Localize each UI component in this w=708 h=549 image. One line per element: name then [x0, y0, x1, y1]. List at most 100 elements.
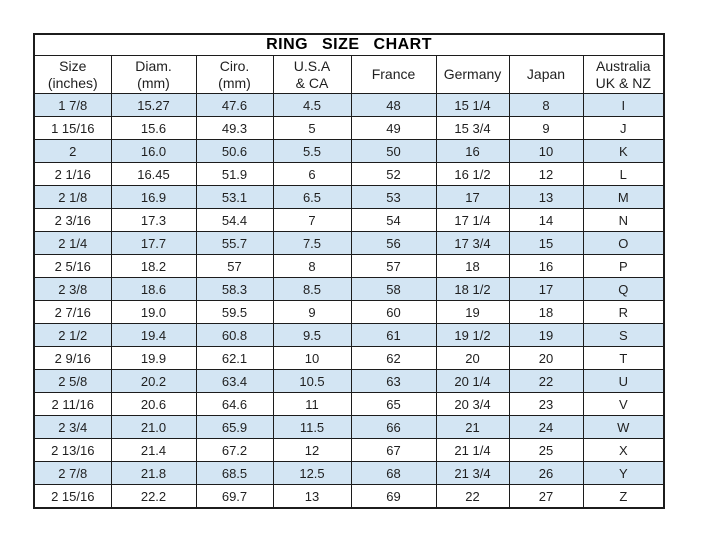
- cell: 7: [272, 208, 352, 232]
- cell: 21 3/4: [435, 461, 510, 485]
- cell: 58.3: [195, 277, 274, 301]
- cell: 67.2: [195, 438, 274, 462]
- cell: 19: [508, 323, 584, 347]
- cell: 10.5: [272, 369, 352, 393]
- table-row: 2 16.0 50.6 5.5 50 16 10 K: [33, 139, 665, 163]
- cell: 2: [33, 139, 112, 163]
- cell: 17 1/4: [435, 208, 510, 232]
- table-row: 2 7/16 19.0 59.5 9 60 19 18 R: [33, 300, 665, 324]
- column-header: Size (inches): [33, 55, 112, 94]
- cell: 15.6: [110, 116, 197, 140]
- cell: 21 1/4: [435, 438, 510, 462]
- cell: J: [582, 116, 665, 140]
- cell: 10: [508, 139, 584, 163]
- cell: 64.6: [195, 392, 274, 416]
- cell: Z: [582, 484, 665, 509]
- table-row: 2 1/4 17.7 55.7 7.5 56 17 3/4 15 O: [33, 231, 665, 255]
- cell: 50.6: [195, 139, 274, 163]
- cell: 2 13/16: [33, 438, 112, 462]
- column-header: France: [350, 55, 437, 94]
- column-header: Diam. (mm): [110, 55, 197, 94]
- cell: Q: [582, 277, 665, 301]
- cell: 20: [508, 346, 584, 370]
- cell: 14: [508, 208, 584, 232]
- cell: 18: [435, 254, 510, 278]
- cell: 13: [508, 185, 584, 209]
- cell: I: [582, 93, 665, 117]
- cell: 21.8: [110, 461, 197, 485]
- cell: 62.1: [195, 346, 274, 370]
- cell: 2 1/16: [33, 162, 112, 186]
- cell: 63.4: [195, 369, 274, 393]
- cell: 5.5: [272, 139, 352, 163]
- cell: 19.0: [110, 300, 197, 324]
- cell: 68.5: [195, 461, 274, 485]
- cell: 2 1/2: [33, 323, 112, 347]
- cell: 19.9: [110, 346, 197, 370]
- cell: 22: [435, 484, 510, 509]
- cell: 16: [435, 139, 510, 163]
- column-header: Japan: [508, 55, 584, 94]
- cell: 18: [508, 300, 584, 324]
- cell: 2 7/8: [33, 461, 112, 485]
- cell: O: [582, 231, 665, 255]
- table-row: 2 1/2 19.4 60.8 9.5 61 19 1/2 19 S: [33, 323, 665, 347]
- cell: 22: [508, 369, 584, 393]
- table-body: 1 7/8 15.27 47.6 4.5 48 15 1/4 8 I 1 15/16 15.6 49…: [33, 93, 665, 509]
- cell: 27: [508, 484, 584, 509]
- cell: 2 5/16: [33, 254, 112, 278]
- cell: 2 3/4: [33, 415, 112, 439]
- cell: 68: [350, 461, 437, 485]
- cell: 2 9/16: [33, 346, 112, 370]
- cell: 53: [350, 185, 437, 209]
- cell: R: [582, 300, 665, 324]
- table-row: 2 9/16 19.9 62.1 10 62 20 20 T: [33, 346, 665, 370]
- chart-title: RING SIZE CHART: [33, 33, 665, 56]
- cell: 52: [350, 162, 437, 186]
- cell: L: [582, 162, 665, 186]
- cell: 7.5: [272, 231, 352, 255]
- cell: 16: [508, 254, 584, 278]
- cell: 16.0: [110, 139, 197, 163]
- cell: W: [582, 415, 665, 439]
- table-row: 2 11/16 20.6 64.6 11 65 20 3/4 23 V: [33, 392, 665, 416]
- table-row: 2 3/4 21.0 65.9 11.5 66 21 24 W: [33, 415, 665, 439]
- cell: 65.9: [195, 415, 274, 439]
- column-header: Ciro. (mm): [195, 55, 274, 94]
- cell: 2 5/8: [33, 369, 112, 393]
- header-row: Size (inches) Diam. (mm) Ciro. (mm) U.S.A & CA F…: [33, 55, 665, 94]
- table-row: 2 1/8 16.9 53.1 6.5 53 17 13 M: [33, 185, 665, 209]
- cell: 49: [350, 116, 437, 140]
- cell: 18.6: [110, 277, 197, 301]
- cell: U: [582, 369, 665, 393]
- cell: 20.2: [110, 369, 197, 393]
- table-row: 2 15/16 22.2 69.7 13 69 22 27 Z: [33, 484, 665, 509]
- cell: 57: [350, 254, 437, 278]
- cell: 2 3/16: [33, 208, 112, 232]
- cell: 24: [508, 415, 584, 439]
- column-header: Australia UK & NZ: [582, 55, 665, 94]
- cell: 54.4: [195, 208, 274, 232]
- cell: 5: [272, 116, 352, 140]
- table-row: 2 3/8 18.6 58.3 8.5 58 18 1/2 17 Q: [33, 277, 665, 301]
- cell: 25: [508, 438, 584, 462]
- cell: 18.2: [110, 254, 197, 278]
- cell: K: [582, 139, 665, 163]
- cell: 69: [350, 484, 437, 509]
- cell: 15.27: [110, 93, 197, 117]
- table-row: 1 7/8 15.27 47.6 4.5 48 15 1/4 8 I: [33, 93, 665, 117]
- cell: 19.4: [110, 323, 197, 347]
- cell: 17: [508, 277, 584, 301]
- cell: 20.6: [110, 392, 197, 416]
- cell: 2 1/8: [33, 185, 112, 209]
- table-row: 2 1/16 16.45 51.9 6 52 16 1/2 12 L: [33, 162, 665, 186]
- cell: 8.5: [272, 277, 352, 301]
- cell: 61: [350, 323, 437, 347]
- table-row: 1 15/16 15.6 49.3 5 49 15 3/4 9 J: [33, 116, 665, 140]
- cell: 26: [508, 461, 584, 485]
- table-row: 2 3/16 17.3 54.4 7 54 17 1/4 14 N: [33, 208, 665, 232]
- cell: 69.7: [195, 484, 274, 509]
- table-row: 2 5/16 18.2 57 8 57 18 16 P: [33, 254, 665, 278]
- cell: 2 1/4: [33, 231, 112, 255]
